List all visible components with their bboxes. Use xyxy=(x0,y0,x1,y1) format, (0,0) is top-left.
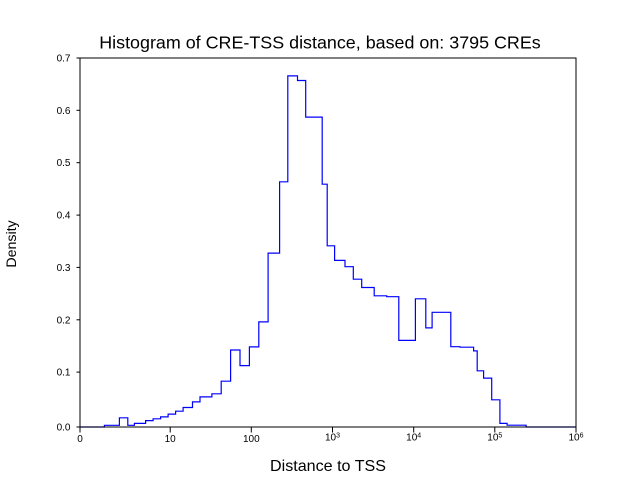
svg-text:0.7: 0.7 xyxy=(57,54,71,65)
svg-text:0.6: 0.6 xyxy=(57,106,71,117)
svg-text:100: 100 xyxy=(243,434,260,445)
svg-text:0.1: 0.1 xyxy=(57,368,71,379)
svg-text:0.2: 0.2 xyxy=(57,315,71,326)
svg-text:0.4: 0.4 xyxy=(57,211,71,222)
svg-text:Distance to TSS: Distance to TSS xyxy=(270,457,386,475)
svg-text:0.0: 0.0 xyxy=(57,423,71,434)
svg-text:0.5: 0.5 xyxy=(57,158,71,169)
svg-text:Density: Density xyxy=(4,219,20,267)
svg-text:10: 10 xyxy=(165,434,177,445)
svg-text:Histogram of CRE-TSS distance,: Histogram of CRE-TSS distance, based on:… xyxy=(99,33,541,53)
svg-text:0: 0 xyxy=(77,434,83,445)
svg-text:0.3: 0.3 xyxy=(57,263,71,274)
